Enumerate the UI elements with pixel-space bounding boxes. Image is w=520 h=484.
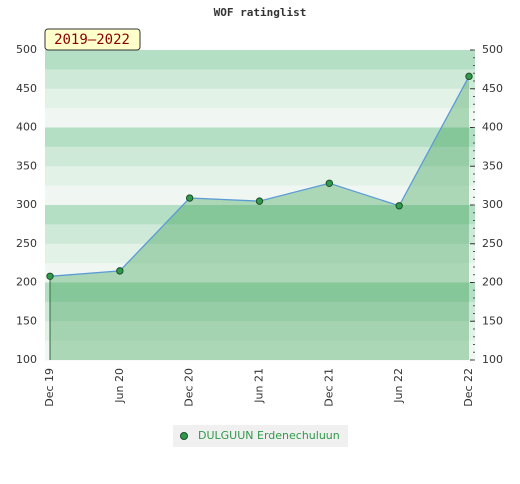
y-tick-label: 150 <box>16 314 37 327</box>
legend-box <box>173 425 348 447</box>
stripe <box>45 263 475 283</box>
point <box>185 194 194 202</box>
y-tick-label: 350 <box>16 159 37 172</box>
stripe <box>45 166 475 187</box>
x-tick-label: Jun 22 <box>392 368 405 404</box>
x-tick-label: Dec 19 <box>43 368 56 407</box>
y-tick-label: 450 <box>16 82 37 95</box>
y2-tick-label: 300 <box>482 198 503 211</box>
stripe <box>45 224 475 245</box>
point <box>116 267 124 275</box>
y2-tick-label: 100 <box>482 353 503 366</box>
x-tick-label: Jun 20 <box>113 368 126 404</box>
x-tick-label: Dec 21 <box>322 368 335 407</box>
y-tick-label: 500 <box>16 43 37 56</box>
y-tick-label: 200 <box>16 276 37 289</box>
x-tick-label: Dec 20 <box>183 368 196 407</box>
stripe <box>45 146 475 167</box>
y-tick-label: 300 <box>16 198 37 211</box>
point <box>395 202 403 210</box>
stripe <box>45 321 475 342</box>
y-tick-label: 100 <box>16 353 37 366</box>
y2-tick-label: 500 <box>482 43 503 56</box>
legend-label: DULGUUN Erdenechuluun <box>198 429 340 442</box>
stripe <box>45 243 475 264</box>
y-tick-label: 400 <box>16 121 37 134</box>
y2-tick-label: 200 <box>482 276 503 289</box>
badge: 2019–2022 <box>54 32 130 48</box>
stripe <box>45 88 475 109</box>
stripe <box>45 108 475 128</box>
y-tick-label: 250 <box>16 237 37 250</box>
x-tick-label: Jun 21 <box>253 368 266 404</box>
legend-marker <box>180 432 188 440</box>
stripe <box>45 205 475 225</box>
stripe <box>45 69 475 90</box>
chart-title: WOF ratinglist <box>214 6 307 19</box>
x-tick-label: Dec 22 <box>462 368 475 407</box>
point <box>465 72 473 81</box>
y2-tick-label: 150 <box>482 314 503 327</box>
badge-box <box>44 28 141 51</box>
y2-tick-label: 250 <box>482 237 503 250</box>
area <box>50 76 469 360</box>
point <box>46 272 54 280</box>
stripe <box>45 282 475 303</box>
stripe <box>45 50 475 70</box>
stripe <box>45 301 475 322</box>
stripe <box>45 185 475 206</box>
y2-tick-label: 350 <box>482 159 503 172</box>
point <box>255 197 264 205</box>
stripe <box>45 340 475 361</box>
stripe <box>45 127 475 148</box>
y2-tick-label: 450 <box>482 82 503 95</box>
y2-tick-label: 400 <box>482 121 503 134</box>
point <box>325 179 334 188</box>
